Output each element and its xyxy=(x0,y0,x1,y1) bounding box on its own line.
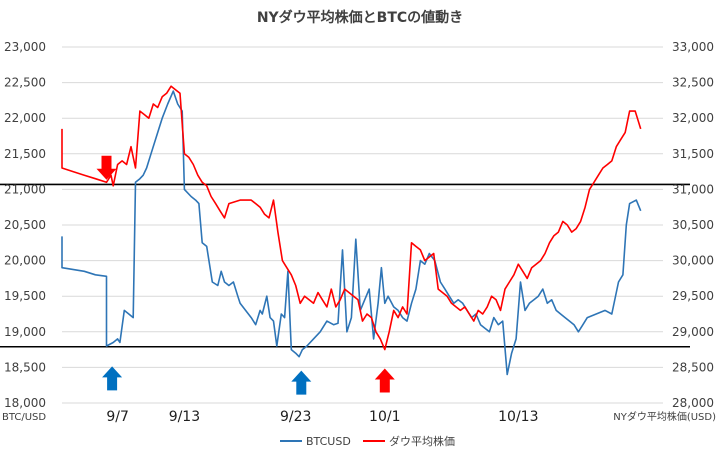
x-tick-label: 9/7 xyxy=(106,409,129,425)
arrow-up-marker xyxy=(291,370,312,395)
left-tick-label: 18,000 xyxy=(4,396,46,410)
left-tick-label: 20,000 xyxy=(4,254,46,268)
right-tick-label: 32,000 xyxy=(672,111,714,125)
left-tick-label: 19,000 xyxy=(4,325,46,339)
arrow-down-marker xyxy=(96,155,117,180)
text-layer: NYダウ平均株価とBTCの値動き BTC/USD NYダウ平均株価(USD) 2… xyxy=(2,9,716,425)
left-tick-label: 21,500 xyxy=(4,147,46,161)
right-tick-label: 29,500 xyxy=(672,289,714,303)
x-tick-label: 10/13 xyxy=(498,409,538,425)
right-axis-unit-label: NYダウ平均株価(USD) xyxy=(613,410,716,423)
x-tick-label: 10/1 xyxy=(369,409,400,425)
x-tick-label: 9/13 xyxy=(169,409,200,425)
series-layer xyxy=(61,85,642,376)
arrow-up-marker xyxy=(102,366,123,391)
right-tick-label: 28,000 xyxy=(672,396,714,410)
grid-layer xyxy=(62,46,663,404)
annotations xyxy=(96,155,395,395)
right-tick-label: 29,000 xyxy=(672,325,714,339)
right-tick-label: 31,000 xyxy=(672,182,714,196)
right-tick-label: 32,500 xyxy=(672,76,714,90)
arrow-up-marker xyxy=(374,368,395,393)
left-tick-label: 23,000 xyxy=(4,40,46,54)
dow-series-line xyxy=(61,85,642,351)
legend-label: ダウ平均株価 xyxy=(389,434,455,448)
chart-title: NYダウ平均株価とBTCの値動き xyxy=(257,9,463,26)
right-tick-label: 28,500 xyxy=(672,360,714,374)
right-tick-label: 31,500 xyxy=(672,147,714,161)
legend-label: BTCUSD xyxy=(306,435,351,448)
left-tick-label: 21,000 xyxy=(4,182,46,196)
left-tick-label: 19,500 xyxy=(4,289,46,303)
right-tick-label: 30,500 xyxy=(672,218,714,232)
right-tick-label: 33,000 xyxy=(672,40,714,54)
left-axis-unit-label: BTC/USD xyxy=(2,412,46,423)
btc-series-line xyxy=(61,90,642,376)
legend: BTCUSD ダウ平均株価 xyxy=(280,434,455,448)
left-tick-label: 22,000 xyxy=(4,111,46,125)
left-tick-label: 20,500 xyxy=(4,218,46,232)
reference-lines xyxy=(0,183,690,348)
right-tick-label: 30,000 xyxy=(672,254,714,268)
x-tick-label: 9/23 xyxy=(280,409,311,425)
left-tick-label: 22,500 xyxy=(4,76,46,90)
left-tick-label: 18,500 xyxy=(4,360,46,374)
